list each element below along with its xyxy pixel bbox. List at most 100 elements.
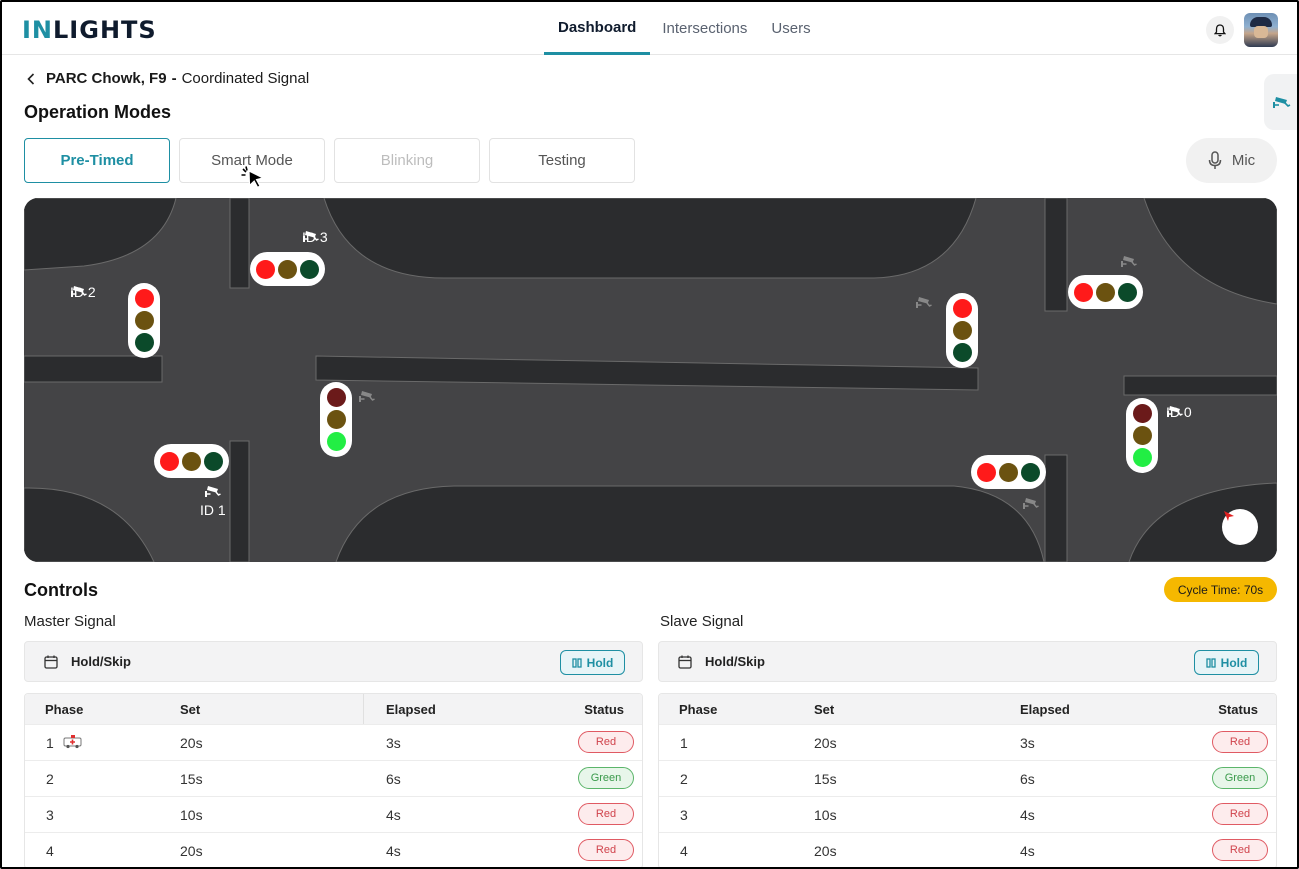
logo-accent: IN	[22, 16, 54, 44]
yellow-lamp	[182, 451, 201, 471]
status-badge: Red	[1212, 731, 1268, 753]
set-cell: 20s	[814, 843, 837, 859]
master-signal-title: Master Signal	[24, 613, 116, 630]
column-header-status: Status	[1218, 702, 1258, 717]
elapsed-cell: 4s	[1020, 807, 1035, 823]
table-row[interactable]: 4 20s 4s Red	[659, 832, 1276, 867]
hold-skip-label: Hold/Skip	[705, 654, 765, 669]
green-lamp	[300, 259, 319, 279]
tab-users[interactable]: Users	[771, 20, 811, 37]
red-lamp	[326, 388, 346, 407]
red-lamp	[134, 289, 154, 308]
traffic-light-southeast[interactable]	[971, 455, 1046, 489]
elapsed-cell: 4s	[386, 807, 401, 823]
cctv-icon	[1167, 406, 1183, 417]
yellow-lamp	[278, 259, 297, 279]
set-cell: 20s	[180, 735, 203, 751]
mode-testing-button[interactable]: Testing	[489, 138, 635, 183]
table-row[interactable]: 3 10s 4s Red	[659, 796, 1276, 832]
chevron-left-icon[interactable]	[26, 72, 40, 86]
ambulance-icon	[63, 733, 83, 749]
table-header: Phase Set Elapsed Status	[25, 694, 642, 724]
status-badge: Red	[578, 731, 634, 753]
table-header: Phase Set Elapsed Status	[659, 694, 1276, 724]
hold-button-label: Hold	[1220, 655, 1248, 670]
table-row[interactable]: 4 20s 4s Red	[25, 832, 642, 867]
traffic-light-id2[interactable]	[128, 283, 160, 358]
compass-icon[interactable]	[1222, 509, 1258, 545]
table-row[interactable]: 2 15s 6s Green	[659, 760, 1276, 796]
calendar-icon	[677, 654, 693, 670]
logo-text: LIGHTS	[53, 16, 157, 44]
traffic-light-center-east[interactable]	[946, 293, 978, 368]
hold-button-label: Hold	[586, 655, 614, 670]
traffic-light-center-west[interactable]	[320, 382, 352, 457]
elapsed-cell: 3s	[1020, 735, 1035, 751]
column-header-phase: Phase	[679, 702, 718, 717]
table-row[interactable]: 3 10s 4s Red	[25, 796, 642, 832]
map-label-id2[interactable]: ID 2	[70, 284, 96, 300]
tab-intersections[interactable]: Intersections	[662, 20, 748, 37]
green-lamp	[1132, 448, 1152, 467]
pause-icon	[572, 657, 582, 668]
table-row[interactable]: 2 15s 6s Green	[25, 760, 642, 796]
map-label-id3[interactable]: ID 3	[302, 229, 328, 245]
microphone-icon	[1208, 151, 1222, 169]
set-cell: 10s	[180, 807, 203, 823]
red-lamp	[952, 299, 972, 318]
mode-blinking-button[interactable]: Blinking	[334, 138, 480, 183]
status-badge: Red	[1212, 839, 1268, 861]
elapsed-cell: 4s	[386, 843, 401, 859]
app-logo[interactable]: INLIGHTS	[22, 16, 157, 44]
phase-cell: 2	[46, 771, 54, 787]
set-cell: 10s	[814, 807, 837, 823]
map-label-id0[interactable]: ID 0	[1166, 404, 1192, 420]
slave-hold-skip-bar: Hold/Skip Hold	[658, 641, 1277, 682]
breadcrumb: PARC Chowk, F9 - Coordinated Signal	[26, 70, 309, 87]
yellow-lamp	[1096, 282, 1115, 302]
status-badge: Red	[1212, 803, 1268, 825]
phase-cell: 3	[680, 807, 688, 823]
cctv-icon	[71, 286, 87, 297]
breadcrumb-location[interactable]: PARC Chowk, F9	[46, 70, 167, 87]
main-nav: Dashboard Intersections Users	[544, 2, 823, 55]
column-header-elapsed: Elapsed	[1020, 702, 1070, 717]
green-lamp	[1118, 282, 1137, 302]
column-header-phase: Phase	[45, 702, 84, 717]
traffic-light-id3[interactable]	[250, 252, 325, 286]
yellow-lamp	[134, 311, 154, 330]
column-header-elapsed: Elapsed	[386, 702, 436, 717]
hold-skip-label: Hold/Skip	[71, 654, 131, 669]
breadcrumb-signal-type: Coordinated Signal	[181, 70, 310, 87]
camera-side-tab[interactable]	[1264, 74, 1297, 130]
slave-hold-button[interactable]: Hold	[1194, 650, 1259, 675]
cctv-icon	[303, 231, 319, 242]
red-lamp	[977, 462, 996, 482]
user-avatar[interactable]	[1244, 13, 1278, 47]
map-label-id1[interactable]: ID 1	[200, 502, 226, 518]
cycle-time-badge: Cycle Time: 70s	[1164, 577, 1277, 602]
table-row[interactable]: 1 20s 3s Red	[25, 724, 642, 760]
master-hold-button[interactable]: Hold	[560, 650, 625, 675]
phase-cell: 2	[680, 771, 688, 787]
mode-pre-timed-button[interactable]: Pre-Timed	[24, 138, 170, 183]
mic-button[interactable]: Mic	[1186, 138, 1277, 183]
red-lamp	[1074, 282, 1093, 302]
traffic-light-id1[interactable]	[154, 444, 229, 478]
yellow-lamp	[1132, 426, 1152, 445]
top-navigation-bar: INLIGHTS Dashboard Intersections Users	[2, 2, 1297, 55]
phase-cell: 1	[46, 735, 54, 751]
pointer-cursor-icon	[240, 165, 266, 196]
bell-icon[interactable]	[1206, 16, 1234, 44]
tab-dashboard[interactable]: Dashboard	[544, 2, 651, 55]
calendar-icon	[43, 654, 59, 670]
green-lamp	[1021, 462, 1040, 482]
traffic-light-northeast[interactable]	[1068, 275, 1143, 309]
traffic-light-id0[interactable]	[1126, 398, 1158, 473]
red-lamp	[1132, 404, 1152, 423]
master-phase-table: Phase Set Elapsed Status 1 20s 3s Red 2 …	[24, 693, 643, 867]
table-row[interactable]: 1 20s 3s Red	[659, 724, 1276, 760]
phase-cell: 1	[680, 735, 688, 751]
slave-signal-title: Slave Signal	[660, 613, 744, 630]
